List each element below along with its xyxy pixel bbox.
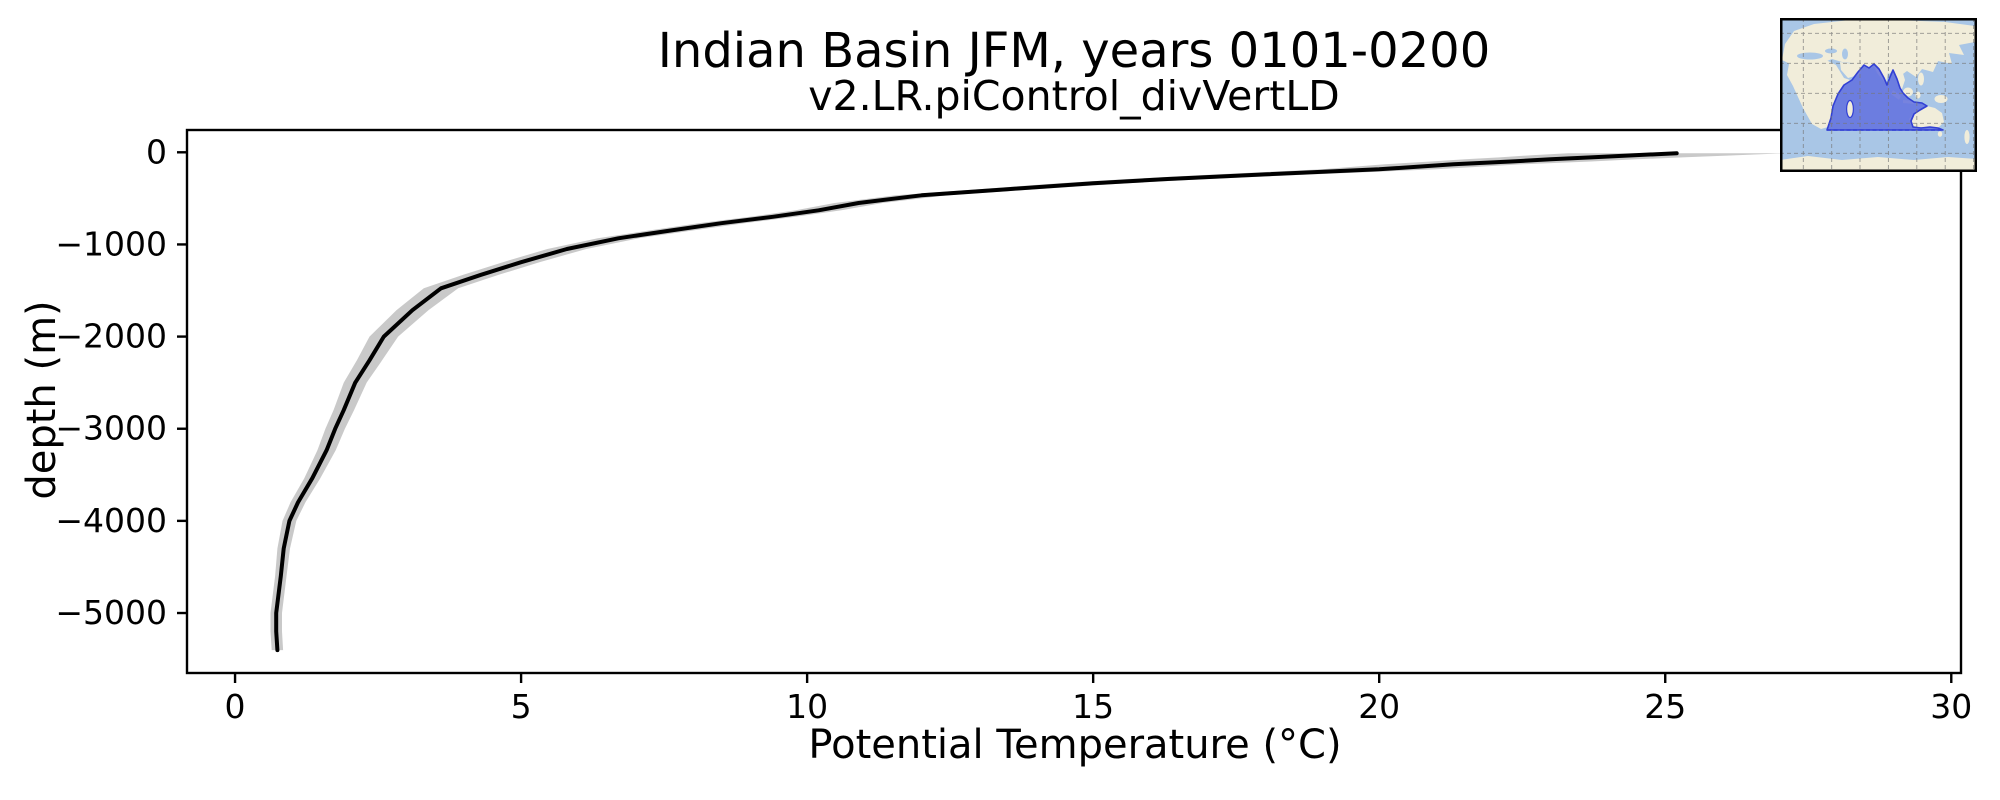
axes-frame <box>185 128 1963 675</box>
x-tick-label: 25 <box>1644 687 1686 726</box>
plot-area: 0 5 10 15 20 25 30 0 −1000 −2000 −3000 −4000 −5000 <box>55 128 1972 726</box>
x-tick-label: 0 <box>225 687 246 726</box>
x-axis: 0 5 10 15 20 25 30 <box>225 673 1972 726</box>
x-tick-label: 10 <box>786 687 828 726</box>
y-tick-label: 0 <box>146 132 167 171</box>
x-axis-label: Potential Temperature (°C) <box>808 722 1341 768</box>
inset-map <box>1780 18 1977 172</box>
map-border <box>1780 18 1977 172</box>
x-tick-label: 20 <box>1358 687 1400 726</box>
chart-title: Indian Basin JFM, years 0101-0200 <box>658 23 1491 79</box>
std-band <box>270 153 1786 651</box>
y-tick-label: −3000 <box>55 409 167 448</box>
y-tick-label: −5000 <box>55 593 167 632</box>
indian-basin-highlight <box>1826 63 1944 131</box>
x-tick-label: 5 <box>511 687 532 726</box>
mean-profile-line <box>274 151 1679 653</box>
y-axis: 0 −1000 −2000 −3000 −4000 −5000 <box>55 132 187 632</box>
y-tick-label: −2000 <box>55 317 167 356</box>
y-tick-label: −4000 <box>55 501 167 540</box>
y-axis-label: depth (m) <box>19 300 65 499</box>
x-tick-label: 30 <box>1930 687 1972 726</box>
x-tick-label: 15 <box>1072 687 1114 726</box>
map-gridlines <box>1780 18 1977 172</box>
chart-subtitle: v2.LR.piControl_divVertLD <box>808 72 1340 120</box>
map-madagascar <box>1845 99 1854 119</box>
y-tick-label: −1000 <box>55 224 167 263</box>
